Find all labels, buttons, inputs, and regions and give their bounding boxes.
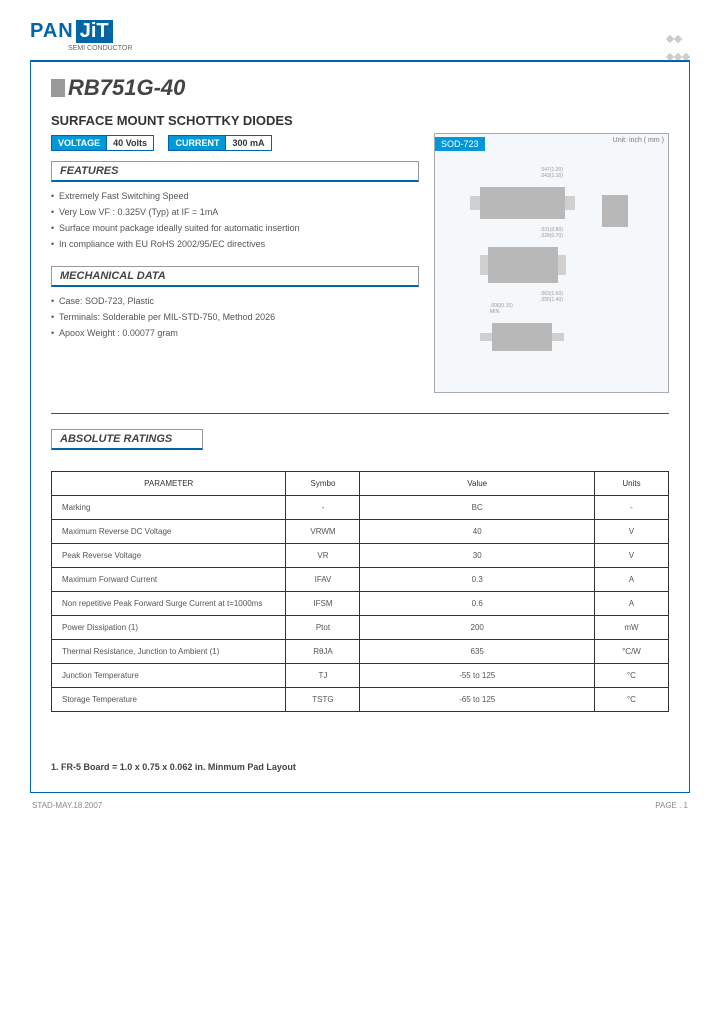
table-row: Maximum Reverse DC VoltageVRWM40V xyxy=(52,520,669,544)
header-symbol: Symbo xyxy=(286,472,360,496)
table-cell: Ptot xyxy=(286,616,360,640)
table-cell: Power Dissipation (1) xyxy=(52,616,286,640)
table-cell: - xyxy=(594,496,668,520)
table-cell: Storage Temperature xyxy=(52,688,286,712)
table-row: Non repetitive Peak Forward Surge Curren… xyxy=(52,592,669,616)
package-bottom-view xyxy=(492,323,552,351)
table-cell: 200 xyxy=(360,616,594,640)
table-cell: VRWM xyxy=(286,520,360,544)
title-square-icon xyxy=(51,79,65,97)
table-cell: RθJA xyxy=(286,640,360,664)
header-value: Value xyxy=(360,472,594,496)
table-cell: V xyxy=(594,544,668,568)
mechanical-item: Case: SOD-723, Plastic xyxy=(51,293,419,309)
table-cell: 0.3 xyxy=(360,568,594,592)
table-header-row: PARAMETER Symbo Value Units xyxy=(52,472,669,496)
package-diagram: SOD-723 Unit: inch ( mm ) .047(1.20).043… xyxy=(434,133,669,393)
table-cell: -55 to 125 xyxy=(360,664,594,688)
table-cell: Marking xyxy=(52,496,286,520)
table-cell: 635 xyxy=(360,640,594,664)
page-footer: STAD-MAY.18.2007 PAGE . 1 xyxy=(30,801,690,810)
logo-jit: JiT xyxy=(76,20,113,43)
table-cell: - xyxy=(286,496,360,520)
left-column: VOLTAGE 40 Volts CURRENT 300 mA FEATURES… xyxy=(51,133,419,393)
table-cell: Maximum Forward Current xyxy=(52,568,286,592)
current-value: 300 mA xyxy=(226,135,271,151)
table-cell: °C/W xyxy=(594,640,668,664)
feature-item: Extremely Fast Switching Speed xyxy=(51,188,419,204)
table-cell: Junction Temperature xyxy=(52,664,286,688)
section-divider xyxy=(51,413,669,414)
mechanical-header: MECHANICAL DATA xyxy=(51,266,419,287)
table-cell: A xyxy=(594,568,668,592)
table-cell: A xyxy=(594,592,668,616)
table-row: Peak Reverse VoltageVR30V xyxy=(52,544,669,568)
package-drawing: .047(1.20).043(1.10) .031(0.80).028(0.70… xyxy=(435,152,668,374)
table-cell: mW xyxy=(594,616,668,640)
logo-subtitle: SEMI CONDUCTOR xyxy=(68,45,690,52)
package-side-small xyxy=(602,195,628,227)
table-cell: -65 to 125 xyxy=(360,688,594,712)
package-top-view xyxy=(480,187,565,219)
table-cell: BC xyxy=(360,496,594,520)
voltage-badge: VOLTAGE 40 Volts xyxy=(51,135,154,151)
table-row: Storage TemperatureTSTG-65 to 125°C xyxy=(52,688,669,712)
two-column-layout: VOLTAGE 40 Volts CURRENT 300 mA FEATURES… xyxy=(51,133,669,393)
table-row: Thermal Resistance, Junction to Ambient … xyxy=(52,640,669,664)
table-cell: 0.6 xyxy=(360,592,594,616)
header-units: Units xyxy=(594,472,668,496)
feature-item: In compliance with EU RoHS 2002/95/EC di… xyxy=(51,236,419,252)
ratings-header: ABSOLUTE RATINGS xyxy=(51,429,203,450)
content-frame: RB751G-40 SURFACE MOUNT SCHOTTKY DIODES … xyxy=(30,60,690,793)
features-header: FEATURES xyxy=(51,161,419,182)
mechanical-item: Apoox Weight : 0.00077 gram xyxy=(51,325,419,341)
table-cell: Non repetitive Peak Forward Surge Curren… xyxy=(52,592,286,616)
features-list: Extremely Fast Switching Speed Very Low … xyxy=(51,188,419,252)
package-name: SOD-723 xyxy=(435,137,485,151)
package-side-view xyxy=(488,247,558,283)
logo-pan: PAN xyxy=(30,20,74,43)
voltage-value: 40 Volts xyxy=(107,135,154,151)
feature-item: Very Low VF : 0.325V (Typ) at IF = 1mA xyxy=(51,204,419,220)
table-cell: °C xyxy=(594,664,668,688)
table-cell: V xyxy=(594,520,668,544)
part-title-row: RB751G-40 xyxy=(51,75,669,101)
current-badge: CURRENT 300 mA xyxy=(168,135,271,151)
right-column: SOD-723 Unit: inch ( mm ) .047(1.20).043… xyxy=(434,133,669,393)
company-logo: PAN JiT xyxy=(30,20,690,43)
part-number: RB751G-40 xyxy=(68,75,185,101)
footnote: 1. FR-5 Board = 1.0 x 0.75 x 0.062 in. M… xyxy=(51,762,669,772)
table-row: Marking-BC- xyxy=(52,496,669,520)
product-subtitle: SURFACE MOUNT SCHOTTKY DIODES xyxy=(51,113,669,128)
table-cell: TJ xyxy=(286,664,360,688)
ratings-table: PARAMETER Symbo Value Units Marking-BC-M… xyxy=(51,471,669,712)
table-cell: Thermal Resistance, Junction to Ambient … xyxy=(52,640,286,664)
table-cell: TSTG xyxy=(286,688,360,712)
table-cell: Maximum Reverse DC Voltage xyxy=(52,520,286,544)
table-cell: 40 xyxy=(360,520,594,544)
table-cell: Peak Reverse Voltage xyxy=(52,544,286,568)
table-row: Maximum Forward CurrentIFAV0.3A xyxy=(52,568,669,592)
table-cell: °C xyxy=(594,688,668,712)
package-unit: Unit: inch ( mm ) xyxy=(613,137,664,144)
spec-badges: VOLTAGE 40 Volts CURRENT 300 mA xyxy=(51,133,419,151)
table-cell: IFSM xyxy=(286,592,360,616)
current-label: CURRENT xyxy=(168,135,226,151)
table-row: Power Dissipation (1)Ptot200mW xyxy=(52,616,669,640)
mechanical-list: Case: SOD-723, Plastic Terminals: Solder… xyxy=(51,293,419,341)
header-parameter: PARAMETER xyxy=(52,472,286,496)
table-cell: VR xyxy=(286,544,360,568)
feature-item: Surface mount package ideally suited for… xyxy=(51,220,419,236)
table-cell: IFAV xyxy=(286,568,360,592)
footer-page: PAGE . 1 xyxy=(655,801,688,810)
mechanical-item: Terminals: Solderable per MIL-STD-750, M… xyxy=(51,309,419,325)
table-cell: 30 xyxy=(360,544,594,568)
voltage-label: VOLTAGE xyxy=(51,135,107,151)
datasheet-page: PAN JiT SEMI CONDUCTOR RB751G-40 SURFACE… xyxy=(0,0,720,830)
table-row: Junction TemperatureTJ-55 to 125°C xyxy=(52,664,669,688)
footer-date: STAD-MAY.18.2007 xyxy=(32,801,102,810)
